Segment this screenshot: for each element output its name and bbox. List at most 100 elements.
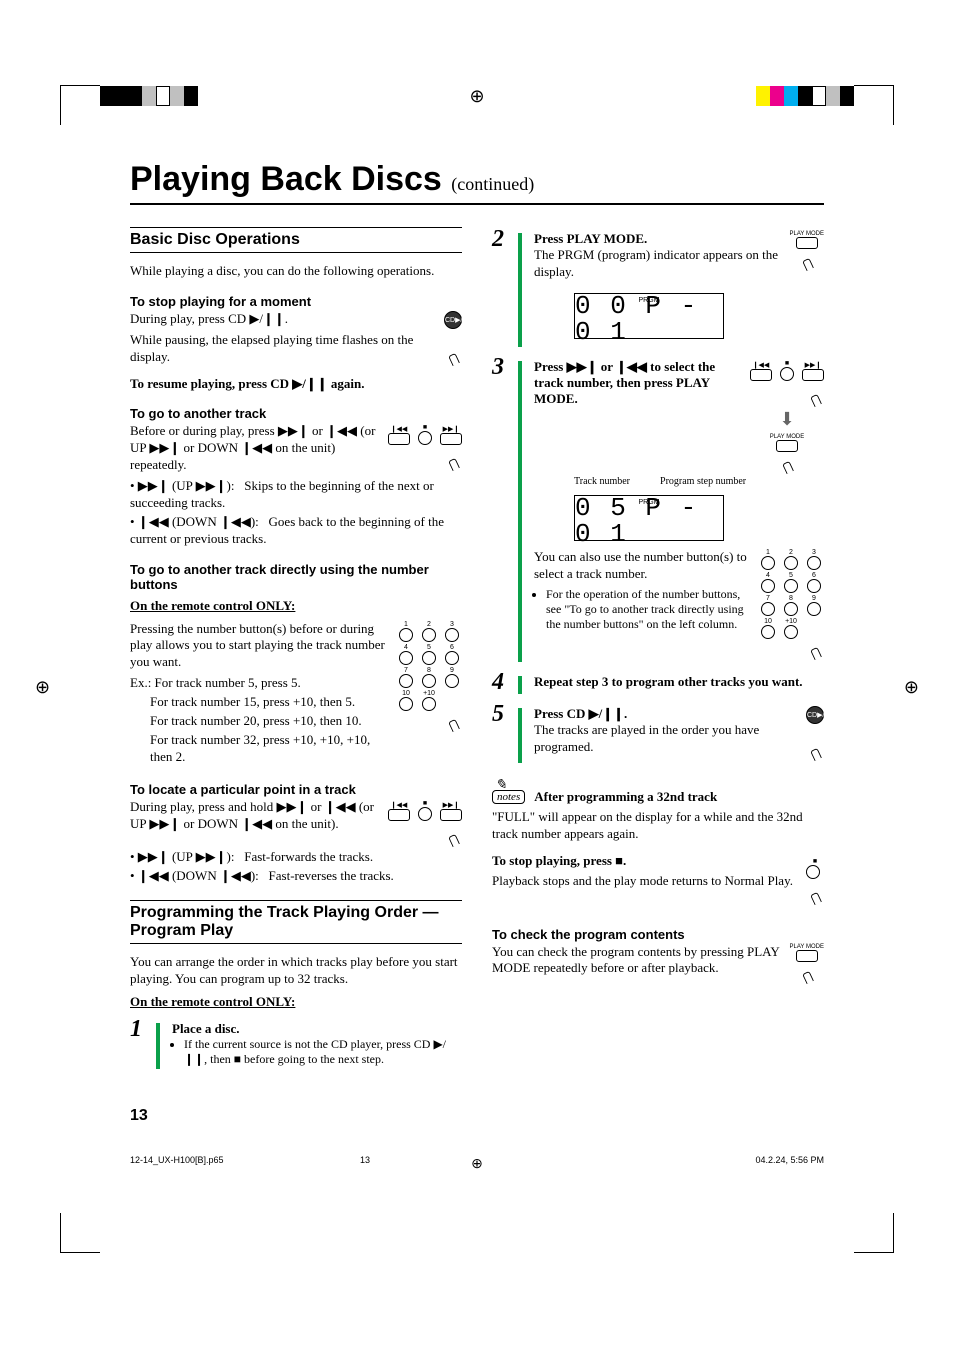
keypad-key: 2 [781,549,801,569]
title-text: Playing Back Discs [130,160,442,198]
step4-lead: Repeat step 3 to program other tracks yo… [534,674,803,689]
skip-buttons-icon-2: ❙◀◀ ■ ▶▶❙ [388,799,462,845]
keypad-key: 8 [781,595,801,615]
keypad-key: 9 [804,595,824,615]
keypad-key: 4 [396,644,416,664]
keypad-key: 7 [396,667,416,687]
keypad-key: 10 [396,690,416,710]
prev-button-icon [388,809,410,821]
keypad-key: 3 [442,621,462,641]
cd-button-icon: CD▶/❙❙ [444,311,462,364]
keypad-key: +10 [781,618,801,638]
section-program-play: Programming the Track Playing Order —Pro… [130,900,462,944]
cd-play-pause-icon: CD▶/❙❙ [444,311,462,329]
page: Playing Back Discs (continued) Basic Dis… [0,0,954,1353]
stop-line2: While pausing, the elapsed playing time … [130,332,462,366]
program-step-label: Program step number [660,476,746,487]
check-body: You can check the program contents by pr… [492,944,824,978]
keypad-icon: 12345678910+10 [396,621,462,730]
keypad-key: +10 [419,690,439,710]
keypad-key: 3 [804,549,824,569]
locate-bullets: • ▶▶❙ (UP ▶▶❙): Fast-forwards the tracks… [130,849,462,885]
next-button-icon [440,809,462,821]
intro-text: While playing a disc, you can do the fol… [130,263,462,280]
subhead-direct-number: To go to another track directly using th… [130,562,462,592]
step5-body: The tracks are played in the order you h… [534,722,824,756]
step-5: 5 CD▶/❙❙ Press CD ▶/❙❙. The tracks are p… [492,702,824,763]
left-column: Basic Disc Operations While playing a di… [130,227,462,1077]
footer-file: 12-14_UX-H100[B].p65 [130,1155,224,1165]
next-button-icon [440,433,462,445]
section-basic-ops: Basic Disc Operations [130,227,462,253]
footer-date: 04.2.24, 5:56 PM [755,1155,824,1165]
stop-body: Playback stops and the play mode returns… [492,873,824,890]
step-number: 3 [492,355,510,662]
lcd-display-1: PRGM 0 0 P - 0 1 [574,293,724,339]
finger-icon [444,449,462,469]
play-mode-label: PLAY MODE [790,944,824,950]
prgm-indicator: PRGM [639,297,660,304]
step-number: 2 [492,227,510,347]
keypad-key: 9 [442,667,462,687]
play-mode-button-icon: PLAY MODE [790,231,824,269]
title-continued: (continued) [451,174,534,194]
note-body: "FULL" will appear on the display for a … [492,809,824,843]
keypad-key: 4 [758,572,778,592]
cd-play-pause-icon: CD▶/❙❙ [806,706,824,724]
step-3: 3 ❙◀◀ ■ ▶▶❙ ⬇ PLAY MODE [492,355,824,662]
example-line: For track number 32, press +10, +10, +10… [150,732,462,766]
bullet-item: • ▶▶❙ (UP ▶▶❙): Skips to the beginning o… [130,478,462,512]
note-title: After programming a 32nd track [534,789,717,805]
step1-bullet: If the current source is not the CD play… [184,1037,462,1067]
skip-and-playmode-icon: ❙◀◀ ■ ▶▶❙ ⬇ PLAY MODE [750,359,824,472]
keypad-key: 6 [804,572,824,592]
down-arrow-icon: ⬇ [750,409,824,430]
step3-lead: Press ▶▶❙ or ❙◀◀ to select the track num… [534,359,715,406]
program-intro: You can arrange the order in which track… [130,954,462,988]
play-mode-button-icon-2: PLAY MODE [790,944,824,982]
step-4: 4 Repeat step 3 to program other tracks … [492,670,824,694]
notes-icon: notes After programming a 32nd track [492,789,717,805]
page-title: Playing Back Discs (continued) [130,160,824,205]
keypad-key: 7 [758,595,778,615]
keypad-key: 8 [419,667,439,687]
remote-only-2: On the remote control ONLY: [130,994,462,1011]
subhead-stop-moment: To stop playing for a moment [130,294,462,309]
keypad-key: 1 [758,549,778,569]
track-number-label: Track number [574,476,630,487]
prgm-indicator: PRGM [639,499,660,506]
finger-icon [444,825,462,845]
step2-lead: Press PLAY MODE. [534,231,647,246]
keypad-key [804,618,824,638]
keypad-key: 10 [758,618,778,638]
page-number: 13 [130,1107,824,1125]
step-2: 2 PLAY MODE Press PLAY MODE. The PRGM (p… [492,227,824,347]
step-number: 4 [492,670,510,694]
footer: 12-14_UX-H100[B].p65 13 ⊕ 04.2.24, 5:56 … [130,1155,824,1165]
stop-button-icon [418,807,432,821]
another-track-bullets: • ▶▶❙ (UP ▶▶❙): Skips to the beginning o… [130,478,462,548]
bullet-item: • ▶▶❙ (UP ▶▶❙): Fast-forwards the tracks… [130,849,462,866]
finger-icon [444,344,462,364]
subhead-check: To check the program contents [492,927,824,942]
prev-button-icon [388,433,410,445]
stop-button-icon [418,431,432,445]
step-1: 1 Place a disc. If the current source is… [130,1017,462,1069]
stop-button-icon-2: ■ [806,857,824,903]
step5-lead: Press CD ▶/❙❙. [534,706,627,721]
step-number: 1 [130,1017,148,1069]
cd-button-icon-2: CD▶/❙❙ [806,706,824,759]
step-number: 5 [492,702,510,763]
lcd-display-2: PRGM 0 5 P - 0 1 [574,495,724,541]
bullet-item: • ❙◀◀ (DOWN ❙◀◀): Goes back to the begin… [130,514,462,548]
step2-body: The PRGM (program) indicator appears on … [534,247,824,281]
keypad-key: 1 [396,621,416,641]
stop-label: ■ [418,423,432,431]
keypad-key [442,690,462,710]
subhead-locate-point: To locate a particular point in a track [130,782,462,797]
remote-only-1: On the remote control ONLY: [130,598,462,615]
bullet-item: • ❙◀◀ (DOWN ❙◀◀): Fast-reverses the trac… [130,868,462,885]
keypad-key: 5 [419,644,439,664]
finger-icon [444,710,462,730]
prev-label: ❙◀◀ [388,425,410,433]
